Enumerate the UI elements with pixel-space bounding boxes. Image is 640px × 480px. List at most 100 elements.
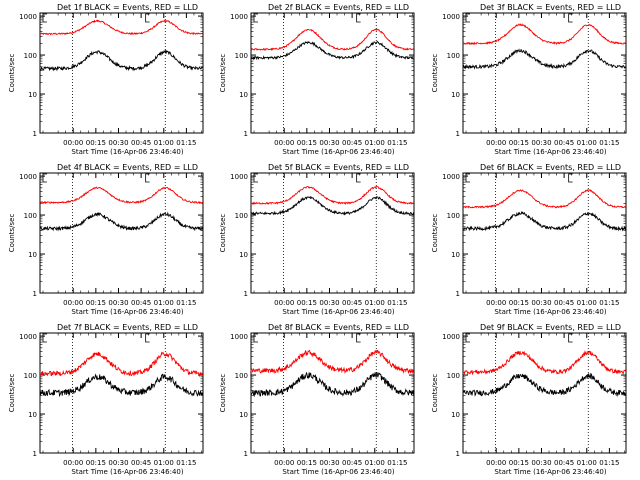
x-tick-label: 00:45 [342,459,362,467]
plot-title: Det 1f BLACK = Events, RED = LLD [57,3,198,12]
y-axis-label: Counts/sec [431,214,439,253]
x-tick-label: 01:00 [577,299,597,307]
y-tick-label: 10 [451,411,460,419]
plot-panel: Det 9f BLACK = Events, RED = LLD 1 10 100 10… [431,323,627,476]
x-tick-label: 01:00 [577,459,597,467]
x-tick-label: 01:15 [387,139,407,147]
y-tick-label: 1000 [442,13,460,21]
plot-panel: Det 7f BLACK = Events, RED = LLD 1 10 100 10… [8,323,204,476]
x-tick-label: 00:00 [486,139,506,147]
plot-panel: Det 1f BLACK = Events, RED = LLD 1 10 100 10… [8,3,204,156]
plot-title: Det 5f BLACK = Events, RED = LLD [268,163,409,172]
x-tick-label: 00:45 [554,299,574,307]
series-line [39,351,204,378]
series-line [462,372,626,398]
bracket-mark [253,13,259,23]
x-tick-label: 00:00 [274,299,294,307]
x-axis-label: Start Time (16-Apr-06 23:46:40) [494,468,606,476]
y-tick-label: 1 [456,130,460,138]
y-tick-label: 1 [33,450,37,458]
x-axis-label: Start Time (16-Apr-06 23:46:40) [71,308,183,316]
x-tick-label: 01:00 [365,139,385,147]
plot-panel: Det 6f BLACK = Events, RED = LLD 1 10 100 10… [431,163,627,316]
series-line [250,371,415,398]
x-tick-label: 00:45 [554,459,574,467]
y-tick-label: 1 [244,290,248,298]
bracket-mark [145,333,150,343]
plot-title: Det 4f BLACK = Events, RED = LLD [57,163,198,172]
y-tick-label: 100 [24,52,37,60]
bracket-mark [356,173,361,183]
x-tick-label: 01:15 [176,139,196,147]
plot-title: Det 3f BLACK = Events, RED = LLD [480,3,621,12]
series-line [40,186,204,205]
y-tick-label: 10 [28,91,37,99]
x-axis-label: Start Time (16-Apr-06 23:46:40) [282,468,394,476]
y-axis-label: Counts/sec [219,214,227,253]
x-tick-label: 00:00 [63,299,83,307]
bracket-mark [42,333,48,343]
plot-frame [250,172,415,294]
y-tick-label: 1000 [230,333,248,341]
series-line [250,40,414,61]
plot-panel: Det 2f BLACK = Events, RED = LLD 1 10 100 10… [219,3,415,156]
y-tick-label: 100 [235,212,248,220]
y-axis-label: Counts/sec [8,54,16,93]
series-line [39,373,204,398]
y-tick-label: 10 [28,251,37,259]
x-tick-label: 00:45 [131,299,151,307]
x-axis-label: Start Time (16-Apr-06 23:46:40) [494,148,606,156]
y-tick-label: 1000 [230,173,248,181]
x-tick-label: 00:00 [486,459,506,467]
y-tick-label: 1 [456,290,460,298]
x-tick-label: 00:30 [531,299,551,307]
x-tick-label: 01:15 [176,299,196,307]
x-tick-label: 01:00 [154,139,174,147]
series-line [462,23,626,46]
plot-title: Det 8f BLACK = Events, RED = LLD [268,323,409,332]
y-axis-label: Counts/sec [8,214,16,253]
series-line [39,211,204,232]
y-tick-label: 1000 [230,13,248,21]
y-tick-label: 1000 [19,173,37,181]
y-tick-label: 1 [244,130,248,138]
bracket-mark [356,333,361,343]
x-tick-label: 00:00 [63,139,83,147]
series-line [462,48,626,70]
y-tick-label: 10 [239,251,248,259]
plot-title: Det 7f BLACK = Events, RED = LLD [57,323,198,332]
plot-frame [39,172,204,294]
y-tick-label: 1 [244,450,248,458]
series-line [462,189,627,209]
x-tick-label: 00:30 [319,299,339,307]
bracket-mark [253,333,259,343]
x-tick-label: 00:45 [554,139,574,147]
plot-frame [250,12,415,134]
bracket-mark [356,13,361,23]
y-tick-label: 1000 [19,13,37,21]
y-tick-label: 1000 [19,333,37,341]
bracket-mark [253,173,259,183]
y-tick-label: 100 [24,372,37,380]
plot-panel: Det 8f BLACK = Events, RED = LLD 1 10 100 10… [219,323,415,476]
plot-panel: Det 4f BLACK = Events, RED = LLD 1 10 100 10… [8,163,204,316]
x-tick-label: 00:30 [531,139,551,147]
plot-frame [462,172,627,294]
plot-title: Det 6f BLACK = Events, RED = LLD [480,163,621,172]
x-axis-label: Start Time (16-Apr-06 23:46:40) [494,308,606,316]
x-tick-label: 00:45 [131,139,151,147]
y-tick-label: 1 [33,130,37,138]
plot-frame [39,12,204,134]
x-tick-label: 00:45 [342,139,362,147]
x-tick-label: 00:00 [274,459,294,467]
x-tick-label: 00:30 [319,139,339,147]
x-tick-label: 01:00 [154,299,174,307]
bracket-mark [145,13,150,23]
y-tick-label: 1 [33,290,37,298]
bracket-mark [568,333,573,343]
y-tick-label: 1000 [442,333,460,341]
y-tick-label: 100 [235,52,248,60]
bracket-mark [42,13,48,23]
plot-panel: Det 5f BLACK = Events, RED = LLD 1 10 100 10… [219,163,415,316]
